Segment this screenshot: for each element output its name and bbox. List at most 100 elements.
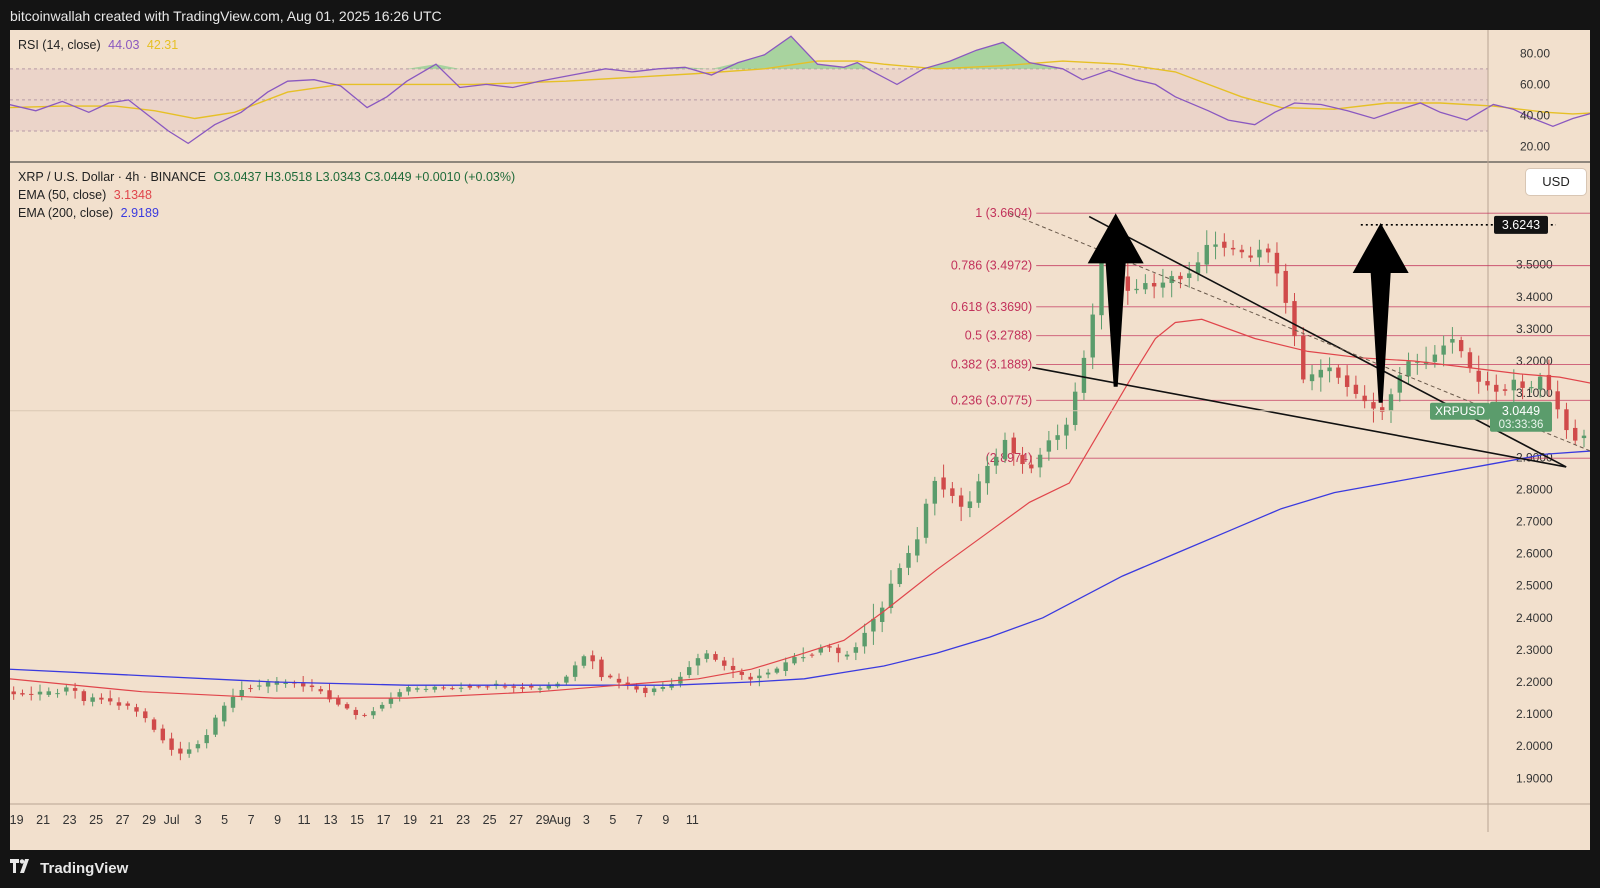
candle-body: [55, 693, 60, 695]
candle-body: [862, 632, 867, 647]
candle-body: [1467, 352, 1473, 368]
time-tick-label: 3: [195, 813, 202, 827]
candle-body: [248, 688, 253, 690]
candle-body: [1143, 283, 1148, 290]
candle-body: [1362, 395, 1367, 402]
time-tick-label: Jul: [164, 813, 180, 827]
candle-body: [1581, 435, 1587, 439]
candle-body: [283, 682, 288, 684]
rsi-label: RSI (14, close): [18, 38, 101, 52]
ema200-line: [10, 450, 1590, 686]
candle-body: [406, 687, 411, 692]
candle-body: [757, 675, 762, 679]
chart-svg[interactable]: 80.00 60.00 40.00 20.00 3.5000 3.4000 3.3000 3.…: [10, 30, 1590, 850]
price-tick-label: 2.7000: [1516, 515, 1553, 529]
candle-body: [915, 539, 920, 556]
candle-body: [1537, 376, 1543, 390]
candle-body: [1292, 301, 1297, 337]
candle-body: [994, 456, 999, 466]
fib-level-label: 1 (3.6604): [975, 206, 1032, 220]
currency-button[interactable]: USD: [1526, 169, 1586, 195]
candle-body: [1511, 379, 1517, 391]
ema50-value: 3.1348: [113, 188, 152, 202]
candle-body: [1344, 375, 1350, 387]
footer-bar: TradingView: [0, 850, 1600, 888]
candle-body: [1072, 391, 1078, 425]
tradingview-logo-icon[interactable]: [10, 850, 32, 888]
candle-body: [853, 647, 859, 653]
candle-body: [897, 568, 902, 585]
chart-container[interactable]: 80.00 60.00 40.00 20.00 3.5000 3.4000 3.3000 3.…: [10, 30, 1590, 850]
candle-body: [72, 688, 78, 691]
fib-level-label: 0.5 (3.2788): [965, 329, 1032, 343]
candle-body: [669, 684, 674, 688]
candle-body: [748, 676, 753, 680]
candle-body: [985, 465, 990, 484]
candle-body: [774, 668, 780, 673]
candle-body: [107, 698, 113, 702]
candle-body: [1573, 427, 1578, 441]
candle-body: [353, 709, 359, 715]
candle-body: [344, 704, 350, 709]
candle-body: [450, 688, 455, 690]
candle-body: [572, 665, 578, 677]
candle-body: [967, 501, 973, 509]
candle-body: [941, 477, 946, 490]
time-tick-label: 11: [298, 813, 311, 827]
lower-trendline: [1032, 366, 1567, 468]
ema50-line: [10, 318, 1590, 699]
candle-body: [643, 687, 648, 693]
candle-body: [1476, 370, 1481, 382]
candle-body: [1494, 384, 1499, 392]
rsi-tick-label: 80.00: [1520, 46, 1550, 60]
candle-body: [1081, 357, 1087, 393]
candle-body: [608, 675, 613, 678]
candle-body: [1002, 439, 1008, 460]
candle-body: [90, 697, 95, 702]
fib-level-label: 0.618 (3.3690): [951, 300, 1032, 314]
time-tick-label: 5: [609, 813, 616, 827]
price-tick-label: 2.4000: [1516, 611, 1553, 625]
candle-body: [1406, 361, 1411, 377]
price-legend: XRP / U.S. Dollar · 4h · BINANCE O3.0437…: [18, 168, 515, 222]
candle-body: [1502, 389, 1508, 391]
ema200-value: 2.9189: [120, 206, 159, 220]
tradingview-brand[interactable]: TradingView: [40, 860, 129, 878]
attribution-bar: bitcoinwallah created with TradingView.c…: [0, 0, 1600, 30]
candle-body: [64, 687, 69, 692]
candle-body: [590, 655, 595, 662]
price-tick-label: 2.9000: [1516, 450, 1553, 464]
candle-body: [599, 659, 604, 678]
candle-body: [537, 688, 543, 690]
candle-body: [765, 672, 771, 675]
candle-body: [186, 749, 192, 754]
candle-body: [1388, 394, 1394, 411]
time-tick-label: 29: [536, 813, 550, 827]
time-tick-label: 17: [377, 813, 391, 827]
fib-level-label: 0.236 (3.0775): [951, 393, 1032, 407]
candle-body: [520, 687, 525, 689]
candle-body: [950, 488, 955, 496]
candle-body: [1222, 241, 1227, 248]
candle-body: [1055, 435, 1060, 440]
candle-body: [1450, 339, 1455, 343]
candle-body: [213, 717, 218, 735]
rsi-ma-value: 42.31: [146, 38, 179, 52]
candle-body: [1441, 345, 1446, 355]
candle-body: [616, 678, 622, 683]
fib-level-label: 0.786 (3.4972): [951, 259, 1032, 273]
time-tick-label: 9: [662, 813, 669, 827]
price-tick-label: 3.3000: [1516, 322, 1553, 336]
candle-body: [388, 697, 394, 704]
candle-body: [116, 702, 122, 706]
candle-body: [1213, 244, 1218, 247]
candle-body: [1555, 391, 1560, 410]
time-tick-label: 23: [63, 813, 77, 827]
candle-body: [476, 686, 481, 688]
candle-body: [932, 480, 938, 504]
candle-body: [379, 704, 385, 709]
candle-body: [81, 691, 87, 702]
price-tick-label: 3.1000: [1516, 386, 1553, 400]
candle-body: [888, 583, 894, 609]
candle-body: [397, 692, 402, 697]
